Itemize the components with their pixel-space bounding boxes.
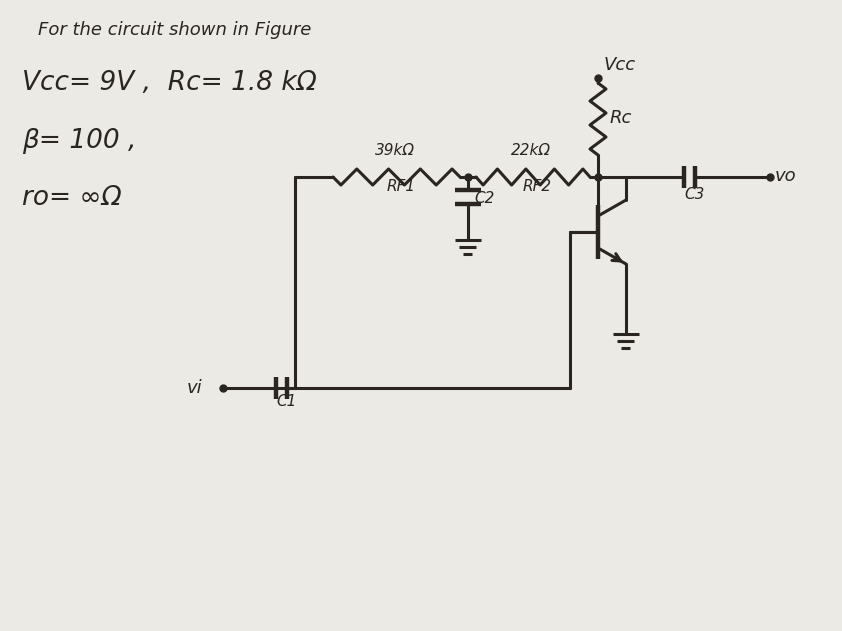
- Text: ro= ∞Ω: ro= ∞Ω: [22, 185, 121, 211]
- Text: 22kΩ: 22kΩ: [511, 143, 551, 158]
- Text: Rc: Rc: [610, 109, 632, 127]
- Text: Vcc= 9V ,  Rc= 1.8 kΩ: Vcc= 9V , Rc= 1.8 kΩ: [22, 70, 317, 96]
- Text: C1: C1: [276, 394, 296, 409]
- Text: β= 100 ,: β= 100 ,: [22, 128, 136, 154]
- Text: vi: vi: [187, 379, 203, 397]
- Text: RF2: RF2: [523, 179, 552, 194]
- Text: For the circuit shown in Figure: For the circuit shown in Figure: [38, 21, 312, 39]
- Text: RF1: RF1: [386, 179, 416, 194]
- Text: vo: vo: [775, 167, 797, 185]
- Text: C3: C3: [684, 187, 705, 202]
- Text: Vcc: Vcc: [604, 56, 636, 74]
- Text: 39kΩ: 39kΩ: [375, 143, 414, 158]
- Text: C2: C2: [474, 191, 494, 206]
